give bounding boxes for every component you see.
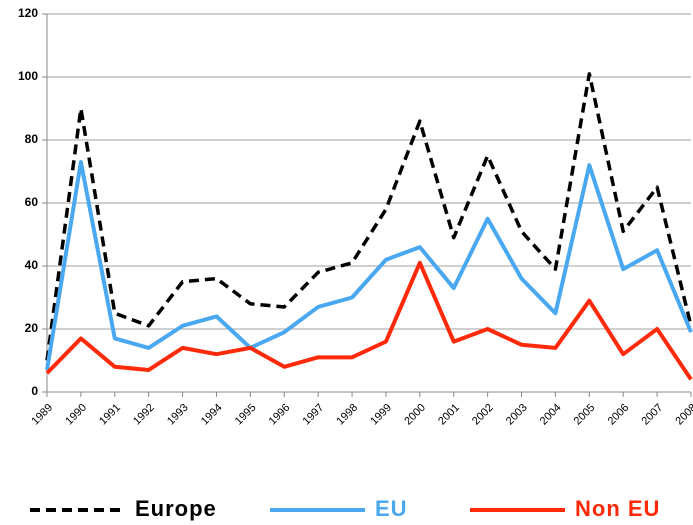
x-tick-label: 1999	[368, 402, 394, 428]
y-tick-label: 80	[25, 132, 39, 146]
x-tick-label: 1997	[301, 402, 327, 428]
y-tick-label: 100	[18, 69, 38, 83]
x-tick-label: 1998	[334, 402, 360, 428]
x-tick-label: 1992	[131, 402, 157, 428]
x-tick-label: 1995	[233, 402, 259, 428]
y-tick-label: 20	[25, 321, 39, 335]
x-tick-label: 2008	[673, 402, 693, 428]
y-tick-label: 0	[31, 384, 38, 398]
x-tick-label: 1996	[267, 402, 293, 428]
y-tick-label: 120	[18, 6, 38, 20]
x-tick-label: 2007	[639, 402, 665, 428]
x-tick-label: 2001	[436, 402, 462, 428]
y-tick-label: 40	[25, 258, 39, 272]
x-tick-label: 2006	[606, 402, 632, 428]
x-tick-label: 1994	[199, 402, 225, 428]
x-tick-label: 1993	[165, 402, 191, 428]
legend-label: EU	[375, 496, 408, 521]
x-tick-label: 2000	[402, 402, 428, 428]
x-tick-label: 1991	[97, 402, 123, 428]
x-tick-label: 1989	[29, 402, 55, 428]
legend-label: Non EU	[575, 496, 660, 521]
line-series	[45, 260, 693, 381]
x-tick-label: 2004	[538, 402, 564, 428]
x-tick-label: 2005	[572, 402, 598, 428]
x-tick-label: 2002	[470, 402, 496, 428]
line-series	[45, 160, 693, 371]
x-tick-label: 1990	[63, 402, 89, 428]
x-tick-label: 2003	[504, 402, 530, 428]
line-series	[45, 72, 693, 361]
y-tick-label: 60	[25, 195, 39, 209]
legend-label: Europe	[135, 496, 217, 521]
